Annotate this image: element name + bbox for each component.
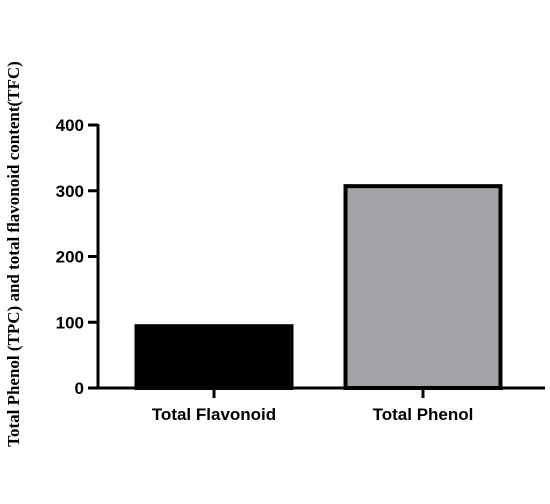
y-tick-label-1: 100 [56, 313, 84, 332]
chart-marks: 0 100 200 300 400 Total Flavonoid Total Phenol [56, 116, 545, 424]
x-tick-label-0: Total Flavonoid [152, 405, 276, 424]
y-tick-label-4: 400 [56, 116, 84, 135]
y-tick-label-3: 300 [56, 182, 84, 201]
bar-0 [134, 324, 294, 391]
bar-1 [343, 184, 503, 390]
x-tick-label-1: Total Phenol [373, 405, 474, 424]
y-tick-label-2: 200 [56, 248, 84, 267]
y-tick-label-0: 0 [75, 379, 84, 398]
y-axis-title: Total Phenol (TPC) and total flavonoid c… [4, 61, 23, 447]
